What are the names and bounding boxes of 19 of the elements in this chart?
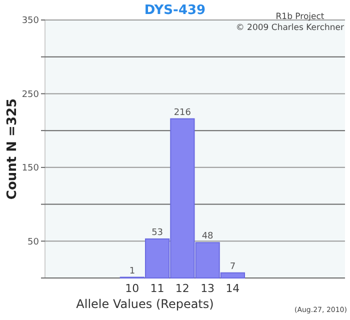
data-label: 48 <box>202 232 214 242</box>
data-label: 216 <box>174 108 192 118</box>
x-axis-title: Allele Values (Repeats) <box>76 297 214 311</box>
data-label: 7 <box>230 262 236 272</box>
y-axis-title: Count N =325 <box>5 98 20 200</box>
x-tick-label: 10 <box>125 282 140 295</box>
y-tick-label: 150 <box>22 164 40 174</box>
annotation: R1b Project <box>276 12 325 22</box>
x-tick-label: 12 <box>175 282 190 295</box>
y-tick-label: 250 <box>22 90 40 100</box>
annotation: © 2009 Charles Kerchner <box>236 23 344 33</box>
y-tick-label: 350 <box>22 16 40 26</box>
y-tick-label: 50 <box>28 237 40 248</box>
chart-title: DYS-439 <box>144 3 206 18</box>
x-tick-label: 11 <box>150 282 164 295</box>
x-tick-label: 14 <box>226 282 240 295</box>
data-label: 53 <box>152 228 164 238</box>
data-label: 1 <box>129 266 136 276</box>
x-tick-label: 13 <box>200 282 215 295</box>
